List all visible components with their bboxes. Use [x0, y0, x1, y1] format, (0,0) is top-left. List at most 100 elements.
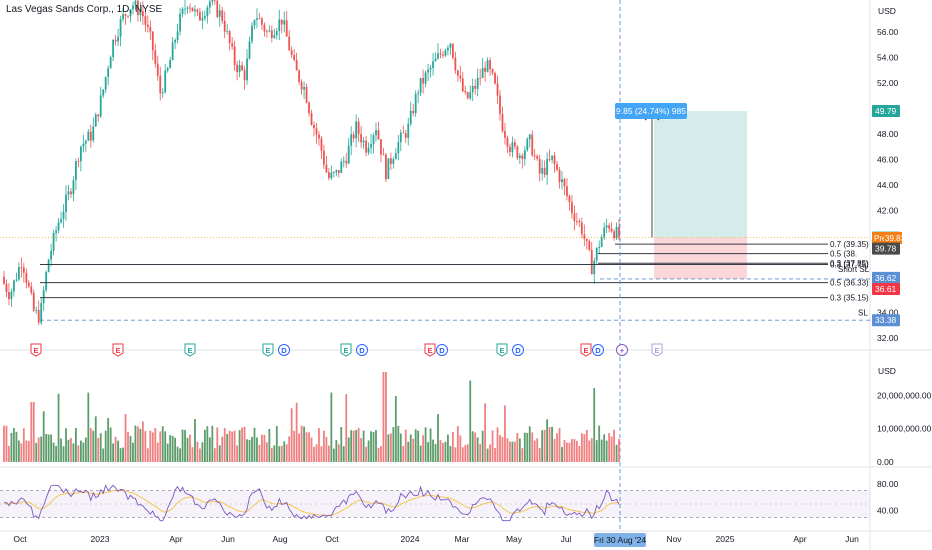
volume-bar: [389, 433, 392, 462]
volume-bar: [523, 432, 526, 462]
price-tag: [872, 242, 900, 255]
earnings-marker[interactable]: [112, 343, 124, 357]
dividend-marker[interactable]: [356, 344, 368, 356]
price-tag: [872, 271, 900, 284]
volume-bar: [561, 447, 563, 462]
candle-body: [521, 155, 524, 159]
candle-body: [146, 24, 149, 27]
candle-body: [226, 30, 229, 32]
candle-body: [87, 131, 90, 141]
volume-bar: [380, 445, 382, 462]
candle-body: [77, 161, 80, 162]
candle-body: [112, 39, 115, 58]
candle-body: [65, 194, 67, 212]
candle-body: [206, 7, 209, 17]
candle-body: [313, 124, 315, 129]
volume-bar: [300, 425, 303, 462]
candle-body: [598, 246, 601, 248]
candle-body: [218, 10, 221, 17]
earnings-marker[interactable]: [184, 343, 196, 357]
volume-bar: [509, 441, 511, 462]
candle-body: [154, 50, 157, 64]
earnings-marker[interactable]: [30, 343, 42, 357]
candle-body: [181, 8, 184, 14]
candle-body: [82, 143, 85, 147]
volume-bar: [442, 442, 444, 462]
candle-body: [248, 41, 251, 59]
candle-body: [114, 39, 117, 42]
volume-bar: [434, 444, 437, 462]
volume-bar: [20, 443, 23, 462]
candle-body: [280, 19, 283, 25]
volume-bar: [370, 431, 372, 462]
candle-body: [47, 259, 50, 272]
volume-bar: [494, 447, 496, 462]
dividend-marker[interactable]: [278, 344, 290, 356]
volume-bar: [77, 445, 80, 462]
candle-body: [15, 279, 18, 281]
volume-bar: [399, 433, 402, 462]
volume-bar: [332, 448, 335, 462]
volume-bar: [141, 421, 144, 462]
candle-body: [270, 30, 273, 38]
volume-bar: [75, 428, 77, 462]
dividend-marker[interactable]: [436, 344, 448, 356]
volume-bar: [137, 426, 139, 462]
volume-bar: [511, 441, 514, 462]
volume-bar: [551, 426, 553, 462]
position-label-box: [615, 103, 687, 119]
dividend-marker[interactable]: [512, 344, 524, 356]
event-label: E: [583, 346, 588, 355]
earnings-marker[interactable]: [651, 343, 663, 357]
volume-bar: [112, 443, 115, 462]
candle-body: [325, 164, 328, 173]
volume-bar: [303, 426, 305, 462]
volume-bar: [541, 430, 544, 462]
time-axis-label: Jun: [845, 534, 859, 544]
volume-bar: [466, 444, 469, 462]
volume-bar: [60, 438, 62, 462]
event-label: E: [654, 346, 659, 355]
candle-body: [303, 86, 305, 90]
candle-body: [288, 36, 291, 51]
candle-body: [57, 222, 60, 231]
earnings-marker[interactable]: [340, 343, 352, 357]
volume-bar: [451, 431, 454, 462]
volume-bar: [323, 430, 325, 462]
volume-bar: [521, 448, 524, 462]
time-axis-label: 2023: [91, 534, 110, 544]
candle-body: [283, 20, 286, 25]
candle-body: [327, 172, 330, 179]
volume-bar: [186, 437, 189, 462]
candle-body: [189, 7, 191, 9]
volume-bar: [67, 439, 70, 462]
event-label: E: [265, 346, 270, 355]
candle-body: [132, 5, 134, 10]
price-tick-label: 44.00: [877, 180, 899, 190]
candle-body: [144, 16, 147, 25]
candle-body: [27, 282, 30, 287]
volume-bar: [459, 435, 462, 462]
candle-body: [546, 158, 549, 175]
volume-bar: [504, 405, 506, 462]
volume-bar: [588, 440, 591, 462]
candle-body: [603, 227, 606, 238]
earnings-marker[interactable]: [496, 343, 508, 357]
earnings-marker[interactable]: [262, 343, 274, 357]
volume-bar: [315, 444, 318, 462]
volume-bar: [8, 445, 10, 462]
candle-body: [471, 86, 474, 93]
dividend-marker[interactable]: [592, 344, 604, 356]
profit-zone[interactable]: [654, 111, 747, 238]
volume-bar: [97, 437, 100, 462]
volume-bar: [280, 445, 283, 462]
candle-body: [318, 134, 320, 139]
earnings-marker[interactable]: [580, 343, 592, 357]
candle-body: [375, 130, 377, 136]
volume-bar: [362, 430, 365, 462]
candle-body: [526, 139, 529, 151]
dividend-marker[interactable]: [616, 344, 628, 356]
crosshair-date-box: [594, 533, 646, 547]
earnings-marker[interactable]: [424, 343, 436, 357]
